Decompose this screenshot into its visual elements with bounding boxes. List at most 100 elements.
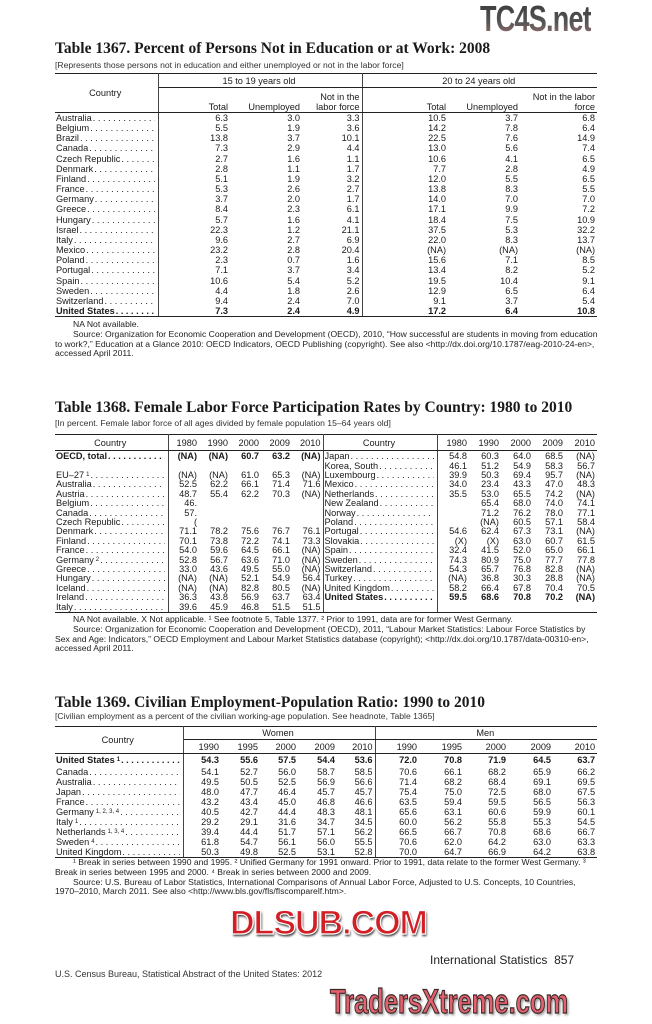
value-cell: 7.0 [505,194,519,205]
value-cell [230,518,261,527]
value-cell: (NA) [292,450,324,462]
country-cell: United Kingdom [55,847,184,859]
country-label: Canada [56,509,165,518]
country-cell: Poland [55,255,159,266]
dot-leader [91,574,165,583]
value-cell: 59.9 [533,806,552,817]
value-cell: 52.1 [241,574,259,584]
value-cell: 46.8 [230,602,261,613]
value-cell: 1.9 [287,173,300,184]
country-label: Austria [56,490,165,499]
country-label: Poland [56,255,155,265]
country-cell: Hungary [55,574,169,584]
source-note: Source: U.S. Bureau of Labor Statistics,… [55,876,576,897]
value-cell: 2.9 [287,143,300,154]
country-name: EU–27 [56,470,85,480]
dot-leader [81,787,179,797]
value-cell: 60.7 [545,536,563,546]
country-cell: United States [323,593,438,603]
value-cell: 34.5 [337,816,376,828]
value-cell: 71.4 [399,776,418,787]
table-row: Germany 3.7 2.01.7 14.0 7.0 7.0 [55,194,597,205]
footnote-marker: 1 [74,818,79,825]
value-cell: 15.6 [428,255,447,266]
dot-leader [91,215,155,225]
year-header: 2000 [260,739,298,754]
table-row: United Kingdom50.349.852.553.152.870.064… [55,847,598,859]
value-cell: 74.1 [272,536,290,546]
table-row: Denmark 2.8 1.11.7 7.7 2.8 4.9 [55,163,597,174]
dot-leader [359,537,433,546]
value-cell: 70.8 [513,593,531,603]
value-cell [292,461,324,471]
value-cell: 61.0 [241,470,259,480]
value-cell [199,518,230,527]
country-label: Sweden 4 [56,837,180,847]
value-cell: 68.2 [444,776,463,787]
group-header: 20 to 24 years old [362,73,598,88]
year-header: 2010 [292,434,324,451]
table-row: Spain 10.6 5.45.2 19.5 10.4 9.1 [55,275,597,286]
value-cell: 60.6 [488,806,507,817]
country-cell: Sweden [55,285,159,296]
value-cell: 30.3 [513,574,531,584]
country-cell: Korea, South [323,461,438,471]
country-cell: Belgium [55,499,169,509]
country-name: United States [56,305,115,316]
country-label: Spain [325,546,434,555]
value-cell: 60.0 [399,816,418,827]
country-label: Iceland [56,584,165,593]
value-cell: 46.6 [337,796,376,807]
value-cell: 44.4 [240,827,258,838]
value-cell: 1.6 [287,214,300,225]
value-cell: 46. [184,499,197,509]
country-cell: Australia [55,112,159,124]
value-cell: 77.1 [577,508,595,518]
value-cell: 95.7 [545,470,563,480]
value-cell: 43.4 [240,796,258,807]
section-name: International Statistics [430,953,548,967]
value-cell: 58.5 [337,766,376,777]
country-cell: OECD, total [55,450,169,462]
country-label: Germany [56,194,155,204]
country-name: United States [324,593,384,603]
dot-leader [120,755,179,765]
value-cell: 22.0 [428,234,447,245]
value-cell: 64.5 [241,546,259,556]
country-cell: Denmark [55,163,159,174]
country-label: Luxembourg [325,471,434,480]
value-cell: 66.4 [481,583,499,593]
value-cell: 65.6 [399,806,418,817]
country-name: Poland [56,255,85,266]
country-name: Germany [56,194,94,205]
value-cell: 57.5 [278,755,296,766]
country-name: Sweden [324,555,358,565]
value-cell [230,462,261,471]
value-cell: 66.9 [464,847,509,859]
country-name: Korea, South [324,461,379,471]
table-row: Poland 2.3 0.71.6 15.6 7.1 8.5 [55,255,597,266]
value-cell: 57.1 [545,517,563,527]
value-cell: 50.3 [481,470,499,480]
value-cell: 62.4 [481,527,499,537]
value-cell: 71.4 [272,480,290,490]
country-label: Italy [56,235,155,245]
footnote-marker: 1, 2, 3, 4 [95,808,120,815]
value-cell: 56.9 [241,593,259,603]
value-cell: 56.6 [337,776,376,787]
country-name: Netherlands [56,827,106,838]
country-cell: France [55,184,159,195]
value-cell: (NA) [209,583,228,593]
country-name: Switzerland [56,295,104,306]
country-name: Italy [56,602,73,612]
table-1369: Country Women Men 1990 1995 2000 2009 2010 19… [55,726,598,859]
value-cell: 75.4 [399,786,418,797]
value-cell [261,509,292,518]
value-cell [230,509,261,518]
country-label: France [56,184,155,194]
value-cell: 64.0 [513,450,531,461]
value-cell: 2.4 [287,295,300,306]
value-cell: 62.2 [241,489,259,499]
country-name: Portugal [56,265,91,276]
footnote-marker: 1, 3, 4 [107,829,125,836]
